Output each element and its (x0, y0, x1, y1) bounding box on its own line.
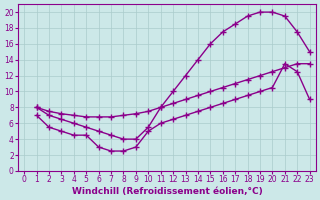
X-axis label: Windchill (Refroidissement éolien,°C): Windchill (Refroidissement éolien,°C) (72, 187, 262, 196)
